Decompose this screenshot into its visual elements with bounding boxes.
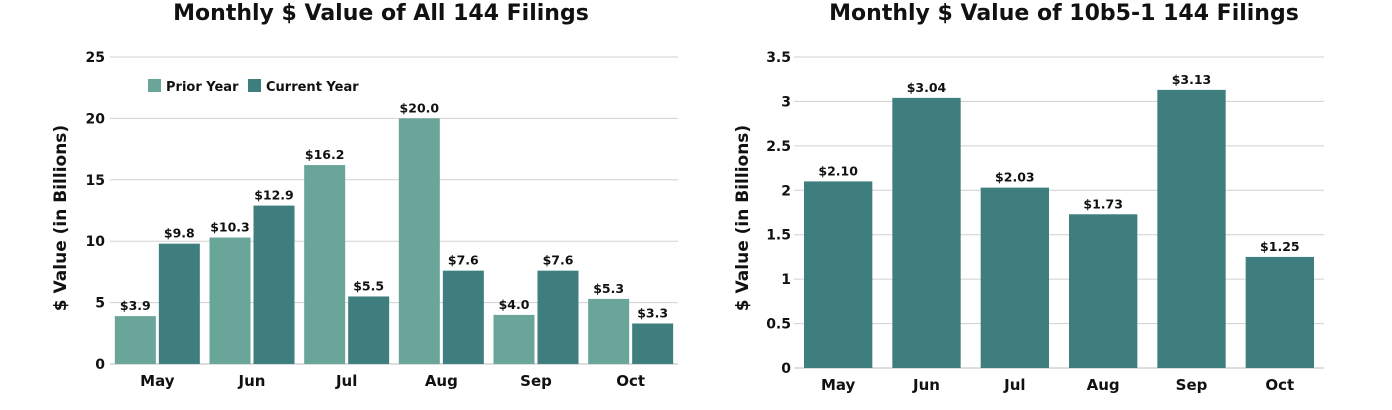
- y-tick-label: 0: [781, 361, 791, 377]
- y-tick-label: 5: [95, 296, 105, 312]
- bar-current-year-sep: [537, 270, 579, 364]
- legend-swatch-current-year: [248, 79, 261, 92]
- bar-current-year-jul: [348, 296, 390, 364]
- bar-prior-year-jul: [304, 165, 346, 364]
- legend: Prior Year Current Year: [148, 79, 359, 95]
- x-tick-label-jul: Jul: [1003, 376, 1025, 394]
- data-label-value-jun: $3.04: [907, 80, 947, 95]
- x-tick-label-sep: Sep: [1176, 376, 1208, 394]
- data-label-current-year-jul: $5.5: [353, 278, 384, 293]
- data-label-prior-year-jul: $16.2: [305, 147, 345, 162]
- bar-value-aug: [1069, 214, 1138, 368]
- x-tick-label-aug: Aug: [425, 372, 458, 390]
- x-tick-label-jun: Jun: [912, 376, 940, 394]
- chart-all-144-filings: Monthly $ Value of All 144 Filings $ Val…: [51, 1, 678, 390]
- x-tick-label-oct: Oct: [616, 372, 645, 390]
- data-label-prior-year-may: $3.9: [120, 298, 151, 313]
- bar-prior-year-may: [114, 316, 156, 364]
- legend-label-prior-year: Prior Year: [166, 80, 239, 95]
- data-label-value-jul: $2.03: [995, 170, 1035, 185]
- x-tick-label-jul: Jul: [335, 372, 357, 390]
- chart-title: Monthly $ Value of 10b5-1 144 Filings: [829, 1, 1299, 26]
- data-label-current-year-jun: $12.9: [254, 188, 294, 203]
- x-tick-label-may: May: [140, 372, 175, 390]
- bar-value-may: [804, 181, 873, 368]
- y-tick-label: 2: [781, 183, 791, 199]
- x-tick-label-sep: Sep: [520, 372, 552, 390]
- legend-swatch-prior-year: [148, 79, 161, 92]
- bar-current-year-may: [158, 243, 200, 364]
- bar-prior-year-oct: [588, 298, 630, 364]
- bar-value-sep: [1157, 89, 1226, 369]
- data-label-current-year-may: $9.8: [164, 226, 195, 241]
- y-tick-label: 1.5: [766, 228, 791, 244]
- y-tick-label: 3.5: [766, 50, 791, 66]
- x-tick-label-oct: Oct: [1265, 376, 1294, 394]
- x-tick-label-aug: Aug: [1087, 376, 1120, 394]
- bar-prior-year-aug: [398, 118, 440, 365]
- data-label-prior-year-jun: $10.3: [210, 220, 250, 235]
- data-label-prior-year-aug: $20.0: [400, 100, 440, 115]
- chart-title: Monthly $ Value of All 144 Filings: [173, 1, 589, 26]
- legend-label-current-year: Current Year: [266, 80, 359, 95]
- data-label-prior-year-oct: $5.3: [593, 281, 624, 296]
- data-label-value-may: $2.10: [818, 163, 858, 178]
- y-tick-label: 25: [86, 50, 105, 66]
- y-tick-label: 15: [86, 173, 105, 189]
- y-tick-label: 10: [86, 234, 106, 250]
- bar-current-year-jun: [253, 205, 295, 364]
- y-tick-label: 2.5: [766, 139, 791, 155]
- bar-value-jul: [980, 187, 1049, 368]
- data-label-value-sep: $3.13: [1172, 72, 1212, 87]
- data-label-current-year-sep: $7.6: [543, 253, 574, 268]
- data-label-value-oct: $1.25: [1260, 239, 1300, 254]
- x-tick-label-jun: Jun: [238, 372, 266, 390]
- data-label-current-year-oct: $3.3: [637, 305, 668, 320]
- y-tick-label: 20: [86, 111, 106, 127]
- chart-10b5-1-filings: Monthly $ Value of 10b5-1 144 Filings $ …: [733, 1, 1324, 394]
- y-tick-label: 3: [781, 94, 791, 110]
- bar-value-jun: [892, 97, 961, 369]
- bar-prior-year-jun: [209, 237, 251, 364]
- y-axis-label: $ Value (in Billions): [733, 125, 753, 311]
- x-tick-label-may: May: [821, 376, 856, 394]
- data-label-value-aug: $1.73: [1083, 196, 1123, 211]
- bar-current-year-aug: [442, 270, 484, 364]
- bar-prior-year-sep: [493, 314, 535, 364]
- data-label-current-year-aug: $7.6: [448, 253, 479, 268]
- bar-current-year-oct: [632, 323, 674, 364]
- y-tick-label: 0.5: [766, 317, 791, 333]
- data-label-prior-year-sep: $4.0: [499, 297, 530, 312]
- y-tick-label: 1: [781, 272, 791, 288]
- bar-value-oct: [1245, 256, 1314, 368]
- y-axis-label: $ Value (in Billions): [51, 125, 71, 311]
- y-tick-label: 0: [95, 357, 105, 373]
